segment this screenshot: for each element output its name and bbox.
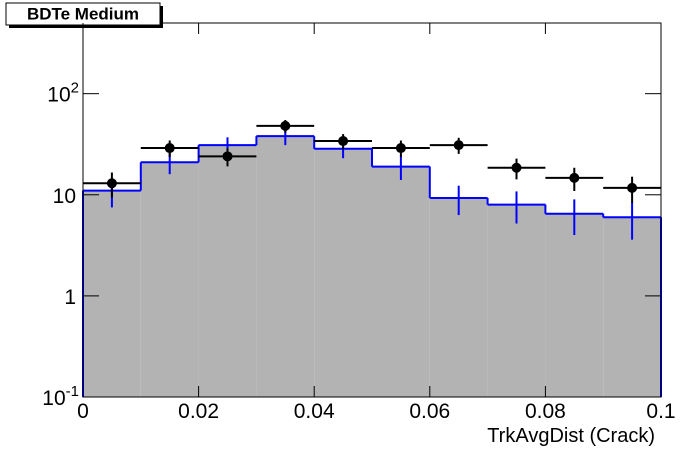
- y-tick-base: 10: [42, 387, 65, 410]
- hist-bar: [603, 217, 661, 397]
- data-point: [280, 120, 291, 131]
- hist-bar: [83, 190, 141, 397]
- data-point: [511, 162, 522, 173]
- data-point: [106, 178, 117, 189]
- x-tick-label: 0: [77, 400, 89, 423]
- frame: [82, 22, 662, 398]
- y-tick-label: 1: [64, 286, 76, 309]
- y-tick-exponent: -1: [66, 383, 79, 400]
- hist-bar: [487, 204, 546, 397]
- x-tick-label: 0.02: [178, 400, 219, 423]
- x-tick-label: 0.1: [646, 400, 675, 423]
- plot-layer: [82, 120, 662, 397]
- y-tick-exponent: 2: [71, 80, 79, 97]
- chart-title: BDTe Medium: [27, 4, 139, 23]
- data-point: [627, 182, 638, 193]
- x-tick-label: 0.06: [409, 400, 450, 423]
- data-point: [222, 151, 233, 162]
- hist-bar: [372, 166, 430, 397]
- x-axis-label: TrkAvgDist (Crack): [487, 425, 655, 447]
- data-point: [395, 143, 406, 154]
- y-tick-label: 102: [47, 80, 79, 107]
- hist-bar: [545, 213, 604, 397]
- x-tick-label: 0.04: [294, 400, 335, 423]
- y-tick-base: 10: [47, 84, 70, 107]
- hist-bar: [314, 148, 372, 397]
- hist-bar: [429, 197, 488, 397]
- x-tick-label: 0.08: [525, 400, 566, 423]
- data-point: [164, 143, 175, 154]
- y-tick-label: 10-1: [42, 383, 79, 410]
- hist-bar: [198, 145, 257, 397]
- data-point: [569, 172, 580, 183]
- data-point: [338, 136, 349, 147]
- hist-bar: [140, 162, 199, 397]
- data-point: [453, 140, 464, 151]
- hist-bar: [256, 136, 315, 397]
- y-tick-label: 10: [53, 185, 76, 208]
